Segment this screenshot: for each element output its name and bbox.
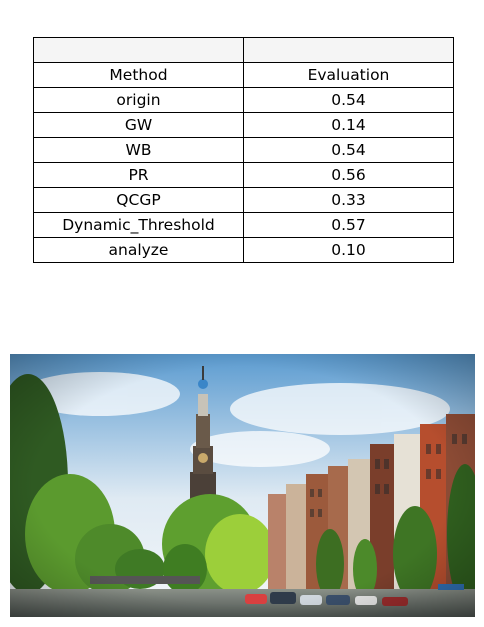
table-row: WB 0.54 — [33, 137, 454, 163]
method-cell: origin — [33, 87, 244, 113]
table-row: GW 0.14 — [33, 112, 454, 138]
photo-vignette — [10, 354, 475, 617]
method-cell: analyze — [33, 237, 244, 263]
column-header-evaluation: Evaluation — [243, 62, 454, 88]
method-cell: GW — [33, 112, 244, 138]
table-row: origin 0.54 — [33, 87, 454, 113]
evaluation-cell: 0.33 — [243, 187, 454, 213]
evaluation-cell: 0.54 — [243, 137, 454, 163]
evaluation-cell: 0.57 — [243, 212, 454, 238]
evaluation-cell: 0.54 — [243, 87, 454, 113]
evaluation-table-container: Method Evaluation origin 0.54 GW 0.14 WB 0.54… — [33, 37, 454, 263]
blank-header-cell — [243, 37, 454, 63]
table-row: PR 0.56 — [33, 162, 454, 188]
column-header-method: Method — [33, 62, 244, 88]
blank-header-cell — [33, 37, 244, 63]
method-cell: WB — [33, 137, 244, 163]
table-row: Dynamic_Threshold 0.57 — [33, 212, 454, 238]
canal-city-photo — [10, 354, 475, 617]
method-cell: QCGP — [33, 187, 244, 213]
evaluation-cell: 0.10 — [243, 237, 454, 263]
evaluation-table: Method Evaluation origin 0.54 GW 0.14 WB 0.54… — [33, 37, 454, 263]
table-column-header-row: Method Evaluation — [33, 62, 454, 88]
method-cell: PR — [33, 162, 244, 188]
evaluation-cell: 0.56 — [243, 162, 454, 188]
evaluation-cell: 0.14 — [243, 112, 454, 138]
method-cell: Dynamic_Threshold — [33, 212, 244, 238]
table-header-row-blank — [33, 37, 454, 63]
table-row: QCGP 0.33 — [33, 187, 454, 213]
table-row: analyze 0.10 — [33, 237, 454, 263]
